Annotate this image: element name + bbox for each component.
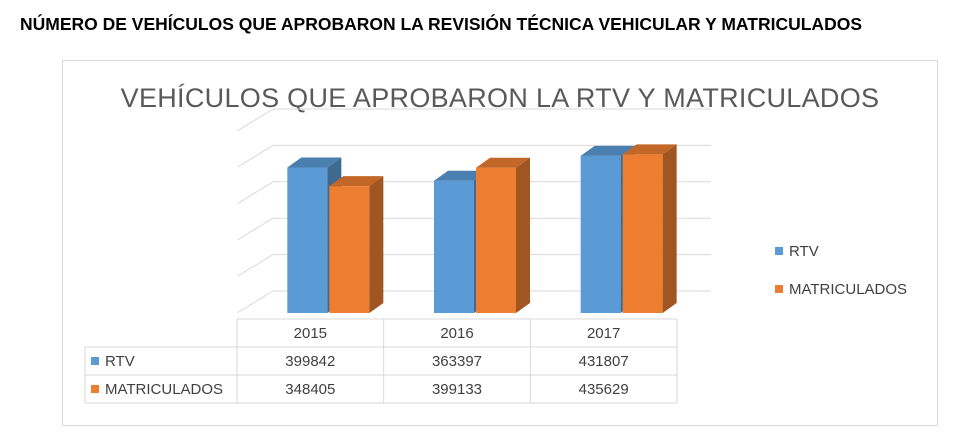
gridline-side (236, 290, 274, 314)
table-label-rtv: RTV (105, 353, 135, 370)
table-swatch-rtv (91, 357, 99, 365)
table-value-matriculados-2016: 399133 (432, 381, 482, 398)
gridline-side (236, 144, 274, 168)
table-value-matriculados-2017: 435629 (579, 381, 629, 398)
table-header-2017: 2017 (587, 325, 620, 342)
bar-top-rtv-2016 (434, 170, 488, 181)
legend-label-rtv: RTV (789, 242, 819, 260)
gridline-side (236, 217, 274, 241)
legend-item-matriculados: MATRICULADOS (775, 279, 907, 299)
table-value-rtv-2017: 431807 (579, 353, 629, 370)
table-value-matriculados-2015: 348405 (285, 381, 335, 398)
legend-swatch-matriculados (775, 285, 783, 293)
bar-top-rtv-2015 (287, 157, 342, 168)
bar-matriculados-2017 (622, 154, 663, 313)
table-swatch-matriculados (91, 385, 99, 393)
table-label-matriculados: MATRICULADOS (105, 381, 223, 398)
bar-top-matriculados-2017 (622, 144, 677, 155)
bar-rtv-2016 (434, 180, 474, 313)
table-header-2016: 2016 (440, 325, 473, 342)
bar-rtv-2015 (287, 167, 328, 313)
legend-swatch-rtv (775, 247, 783, 255)
bar-rtv-2017 (580, 155, 621, 313)
chart-plot: 2015 2016 2017 RTV 399842 363397 431807 MATRICU… (84, 108, 711, 404)
gridline-side (236, 181, 274, 205)
bar-side-matriculados-2015 (369, 176, 384, 313)
page-heading: NÚMERO DE VEHÍCULOS QUE APROBARON LA REV… (20, 14, 862, 34)
bar-matriculados-2015 (329, 186, 370, 313)
table-value-rtv-2015: 399842 (285, 353, 335, 370)
gridline-side (236, 108, 274, 132)
table-value-rtv-2016: 363397 (432, 353, 482, 370)
bar-top-matriculados-2016 (476, 157, 530, 168)
bar-side-matriculados-2016 (516, 157, 530, 313)
legend-item-rtv: RTV (775, 241, 907, 261)
table-header-2015: 2015 (294, 325, 327, 342)
chart-title: VEHÍCULOS QUE APROBARON LA RTV Y MATRICU… (120, 83, 880, 113)
bar-top-matriculados-2015 (329, 176, 384, 187)
bar-top-rtv-2017 (580, 145, 635, 156)
chart-frame: VEHÍCULOS QUE APROBARON LA RTV Y MATRICU… (62, 60, 938, 426)
bar-matriculados-2016 (476, 167, 516, 313)
gridline-side (236, 254, 274, 278)
bar-side-matriculados-2017 (662, 144, 677, 313)
chart-legend: RTV MATRICULADOS (775, 241, 907, 317)
legend-label-matriculados: MATRICULADOS (789, 280, 908, 298)
